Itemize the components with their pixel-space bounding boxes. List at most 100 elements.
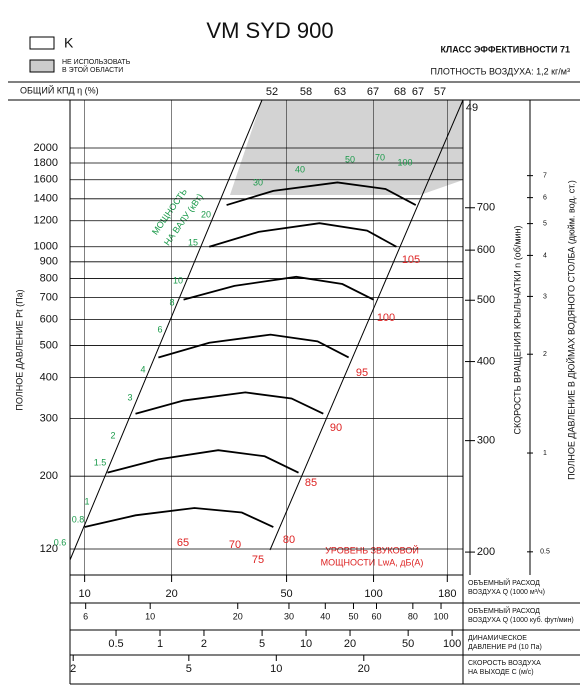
power-label: 100 <box>397 157 412 167</box>
vel-tick-label: 10 <box>270 663 282 675</box>
no-use-area <box>230 100 463 195</box>
vel-tick-label: 20 <box>358 663 370 675</box>
noise-label: 100 <box>377 312 395 324</box>
pd-tick-label: 1 <box>157 638 163 650</box>
y-tick-label: 600 <box>40 313 58 325</box>
power-label: 4 <box>140 364 145 374</box>
cfm-tick-label: 50 <box>348 611 358 621</box>
x-title: ОБЪЕМНЫЙ РАСХОД <box>468 578 540 587</box>
x-title: ВОЗДУХА Q (1000 м³/ч) <box>468 589 545 596</box>
noise-label: 85 <box>305 477 317 489</box>
fan-curve <box>135 391 324 415</box>
y-tick-label: 1200 <box>34 215 58 227</box>
inch-tick-label: 5 <box>543 220 547 227</box>
power-label: 70 <box>375 152 385 162</box>
power-label: 0.8 <box>72 514 85 524</box>
power-label: 15 <box>188 237 198 247</box>
legend-swatch <box>29 36 55 50</box>
y-tick-label: 1000 <box>34 241 58 253</box>
cfm-tick-label: 100 <box>434 611 449 621</box>
pd-tick-label: 10 <box>300 638 312 650</box>
y-tick-label: 400 <box>40 371 58 383</box>
power-label: 3 <box>127 392 132 402</box>
y-tick-label: 900 <box>40 256 58 268</box>
y-tick-label: 2000 <box>34 142 58 154</box>
inch-tick-label: 7 <box>543 172 547 179</box>
y-tick-label: 500 <box>40 339 58 351</box>
inch-tick-label: 2 <box>543 351 547 358</box>
power-label: 30 <box>253 177 263 187</box>
x-tick-label: 20 <box>165 588 177 600</box>
y-tick-label: 700 <box>40 292 58 304</box>
power-label: 50 <box>345 154 355 164</box>
cfm-tick-label: 6 <box>83 611 88 621</box>
power-label: 10 <box>173 275 183 285</box>
pd-tick-label: 5 <box>259 638 265 650</box>
fan-curve <box>84 507 274 528</box>
noise-label: 65 <box>177 537 189 549</box>
efficiency-title: ОБЩИЙ КПД η (%) <box>20 84 99 95</box>
inch-tick-label: 6 <box>543 194 547 201</box>
inch-tick-label: 4 <box>543 252 547 259</box>
rpm-tick-label: 300 <box>477 435 495 447</box>
rpm-tick-label: 200 <box>477 546 495 558</box>
vel-tick-label: 5 <box>186 663 192 675</box>
cfm-tick-label: 80 <box>408 611 418 621</box>
cfm-tick-label: 20 <box>233 611 243 621</box>
noise-label: 90 <box>330 422 342 434</box>
noise-label: 75 <box>252 554 264 566</box>
cfm-tick-label: 40 <box>320 611 330 621</box>
power-label: 1 <box>84 496 89 506</box>
efficiency-label: 68 <box>394 86 406 98</box>
power-label: 8 <box>169 297 174 307</box>
noise-label: 105 <box>402 254 420 266</box>
efficiency-class: КЛАСС ЭФФЕКТИВНОСТИ 71 <box>440 44 570 54</box>
power-label: 2 <box>110 430 115 440</box>
rpm-tick-label: 400 <box>477 355 495 367</box>
y-tick-label: 1600 <box>34 174 58 186</box>
noise-title: УРОВЕНЬ ЗВУКОВОЙ <box>325 544 419 555</box>
power-label: 0.6 <box>54 537 67 547</box>
legend-swatch <box>29 59 55 73</box>
pd-tick-label: 50 <box>402 638 414 650</box>
inch-tick-label: 0.5 <box>540 549 550 556</box>
x-tick-label: 50 <box>280 588 292 600</box>
y-tick-label: 1400 <box>34 193 58 205</box>
fan-curve <box>107 449 299 474</box>
noise-label: 80 <box>283 534 295 546</box>
inch-title: ПОЛНОЕ ДАВЛЕНИЕ В ДЮЙМАХ ВОДЯНОГО СТОЛБА… <box>565 180 576 480</box>
boundary <box>69 99 263 561</box>
noise-label: 70 <box>229 539 241 551</box>
vel-title: НА ВЫХОДЕ C (м/с) <box>468 669 534 676</box>
inch-tick-label: 3 <box>543 293 547 300</box>
noise-label: 95 <box>356 367 368 379</box>
vel-tick-label: 2 <box>70 663 76 675</box>
fan-curve <box>183 275 374 301</box>
efficiency-label: 67 <box>367 86 379 98</box>
x-tick-label: 10 <box>78 588 90 600</box>
y-tick-label: 800 <box>40 272 58 284</box>
cfm-title: ОБЪЕМНЫЙ РАСХОД <box>468 606 540 615</box>
noise-title: МОЩНОСТИ LwA, дБ(A) <box>321 557 424 567</box>
air-density: ПЛОТНОСТЬ ВОЗДУХА: 1,2 кг/м³ <box>431 66 570 76</box>
y-tick-label: 1800 <box>34 157 58 169</box>
cfm-tick-label: 30 <box>284 611 294 621</box>
pd-tick-label: 0.5 <box>108 638 123 650</box>
cfm-tick-label: 10 <box>145 611 155 621</box>
x-tick-label: 180 <box>438 588 456 600</box>
pd-tick-label: 100 <box>443 638 461 650</box>
pd-tick-label: 20 <box>344 638 356 650</box>
boundary <box>269 99 464 551</box>
efficiency-label: 58 <box>300 86 312 98</box>
rpm-tick-label: 700 <box>477 202 495 214</box>
power-label: 1.5 <box>94 457 107 467</box>
y-tick-label: 200 <box>40 470 58 482</box>
power-label: 6 <box>157 324 162 334</box>
power-label: 40 <box>295 164 305 174</box>
legend-no-use: НЕ ИСПОЛЬЗОВАТЬ <box>62 59 131 66</box>
inch-tick-label: 1 <box>543 450 547 457</box>
fan-curve <box>208 222 397 248</box>
fan-curve <box>226 181 417 206</box>
efficiency-label: 63 <box>334 86 346 98</box>
